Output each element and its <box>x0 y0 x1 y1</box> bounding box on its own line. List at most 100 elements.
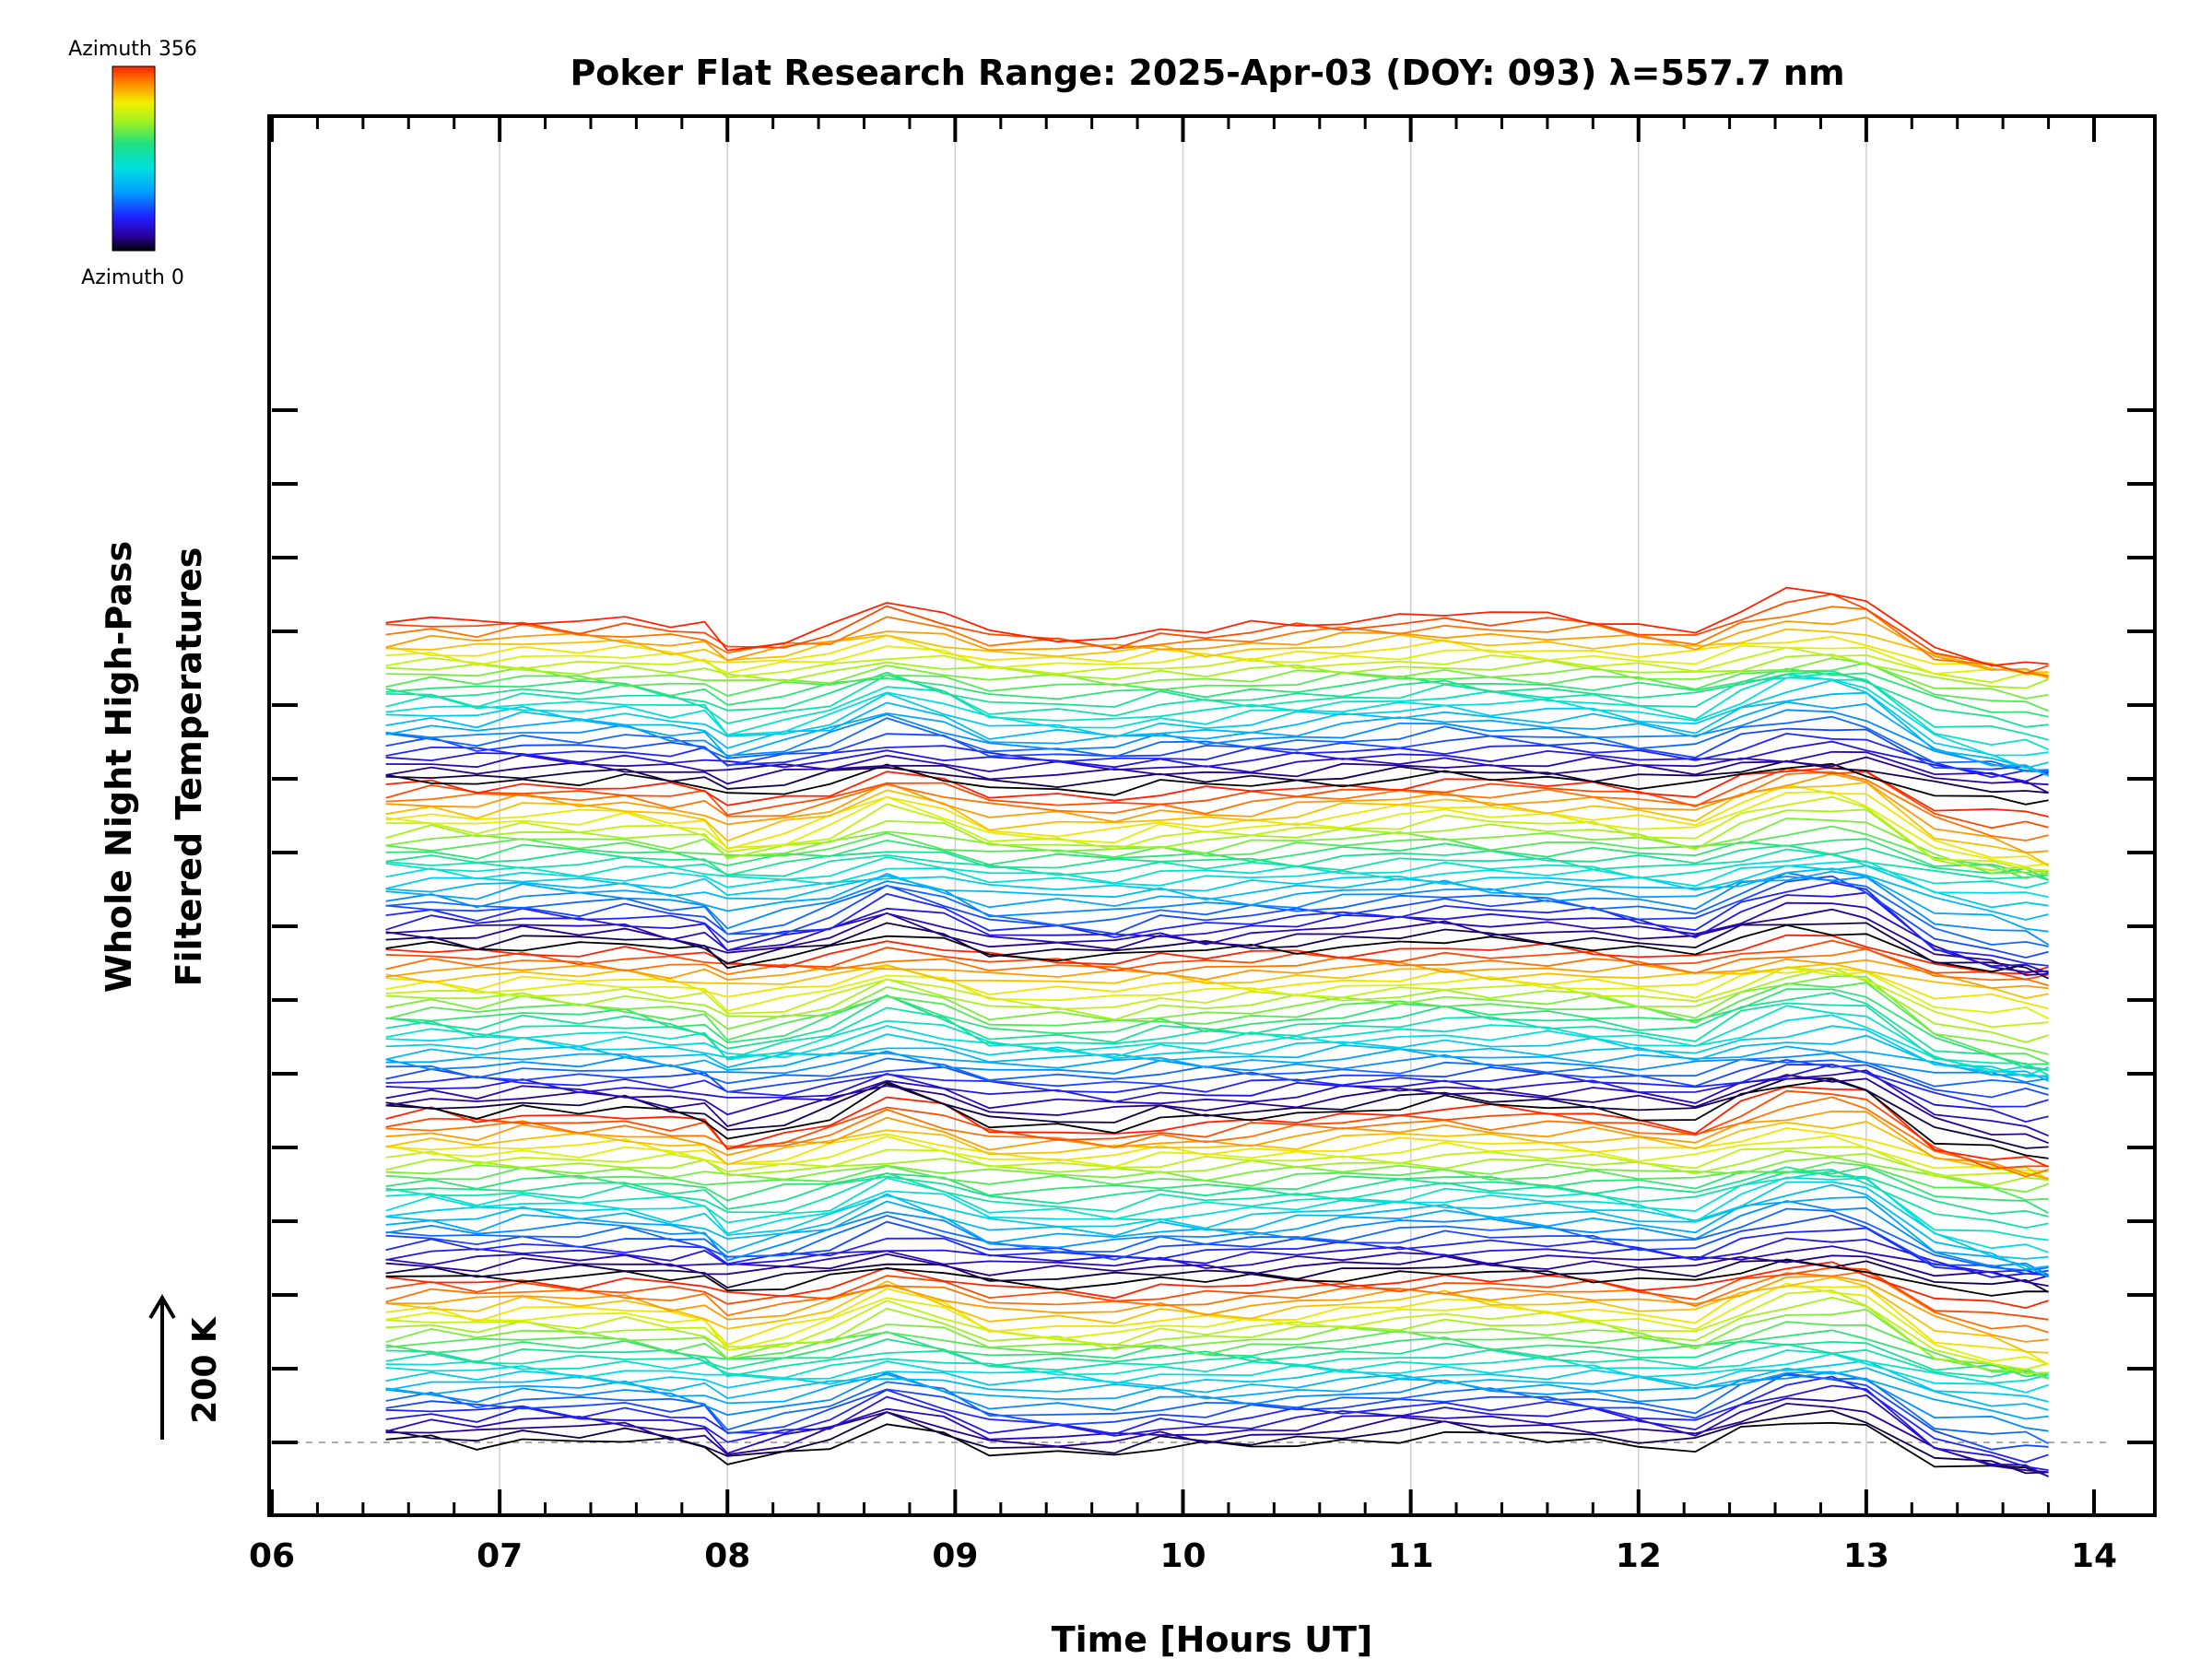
series-line <box>385 1321 2049 1376</box>
series-line <box>385 924 2049 974</box>
series-line <box>385 1096 2049 1178</box>
series-line <box>385 1371 2049 1420</box>
series-line <box>385 1181 2049 1260</box>
series-line <box>385 1089 2049 1170</box>
series-line <box>385 1183 2049 1270</box>
series-line <box>385 825 2049 879</box>
series-line <box>385 881 2049 967</box>
x-tick-label: 14 <box>2071 1537 2117 1575</box>
x-tick-label: 11 <box>1388 1537 1434 1575</box>
series-line <box>385 1375 2049 1464</box>
x-axis-label: Time [Hours UT] <box>1052 1619 1373 1659</box>
series-line <box>385 1110 2049 1181</box>
series-line <box>385 1195 2049 1278</box>
series-line <box>385 901 2049 973</box>
series-line <box>385 606 2049 677</box>
series-line <box>385 1384 2049 1471</box>
series-line <box>385 646 2049 684</box>
series-line <box>385 966 2049 1019</box>
series-line <box>385 1170 2049 1241</box>
axis-ticks: 06 07 08 09 10 11 12 13 14 <box>249 116 2153 1575</box>
series-line <box>385 679 2049 770</box>
series-line <box>385 1275 2049 1343</box>
chart-title: Poker Flat Research Range: 2025-Apr-03 (… <box>570 53 1844 93</box>
series-line <box>385 1034 2049 1082</box>
series-line <box>385 1237 2049 1278</box>
x-tick-label: 08 <box>704 1537 750 1575</box>
series-line <box>385 808 2049 877</box>
series-line <box>385 853 2049 889</box>
x-tick-label: 10 <box>1159 1537 1206 1575</box>
series-line <box>385 867 2049 921</box>
series-line <box>385 1025 2049 1077</box>
x-tick-label: 06 <box>249 1537 295 1575</box>
series-line <box>385 891 2049 974</box>
series-line <box>385 962 2049 999</box>
series-line <box>385 934 2049 975</box>
series-line <box>385 1285 2050 1366</box>
series-line <box>385 783 2049 867</box>
series-line <box>385 691 2049 777</box>
series-line <box>385 1266 2049 1321</box>
x-tick-label: 12 <box>1616 1537 1662 1575</box>
series-line <box>385 653 2049 689</box>
series-line <box>385 1253 2049 1288</box>
series-line <box>385 988 2049 1065</box>
series-line <box>385 848 2049 880</box>
series-line <box>385 782 2050 866</box>
series-line <box>385 715 2049 772</box>
series-line <box>385 791 2049 868</box>
series-line <box>385 875 2049 959</box>
x-tick-label: 07 <box>477 1537 523 1575</box>
series-line <box>385 939 2049 981</box>
series-line <box>385 662 2049 712</box>
series-line <box>385 1296 2049 1375</box>
series-line <box>385 958 2049 990</box>
series-line <box>385 771 2049 841</box>
series-line <box>385 1074 2049 1145</box>
series-line <box>385 1289 2049 1371</box>
series-line <box>385 1057 2049 1090</box>
series-line <box>385 1127 2049 1172</box>
series-line <box>385 1349 2049 1384</box>
series-line <box>385 975 2049 1055</box>
series-line <box>385 586 2049 667</box>
series-line <box>385 1165 2050 1214</box>
series-line <box>385 677 2049 757</box>
series-line <box>385 628 2049 674</box>
series-line <box>385 1064 2049 1108</box>
series-line <box>385 982 2049 1065</box>
series-line <box>385 817 2049 875</box>
series-line <box>385 1394 2050 1478</box>
series-line <box>385 1064 2049 1124</box>
series-line <box>385 1005 2049 1074</box>
y-axis-label-line1: Whole Night High-Pass <box>99 541 139 993</box>
series-line <box>385 1200 2050 1277</box>
series-line <box>385 727 2049 776</box>
series-line <box>385 768 2049 830</box>
series-line <box>385 966 2049 1043</box>
series-line <box>385 1359 2049 1403</box>
series-line <box>385 1156 2049 1194</box>
series-line <box>385 673 2049 751</box>
series-line <box>385 1058 2049 1099</box>
series-line <box>385 700 2049 777</box>
series-line <box>385 756 2050 794</box>
series-line <box>385 1353 2049 1394</box>
scale-arrow-group: 200 K <box>148 1294 224 1440</box>
series-line <box>385 1166 2049 1218</box>
series-line <box>385 1121 2050 1181</box>
series-line <box>385 1373 2050 1445</box>
colorbar-bottom-label: Azimuth 0 <box>81 266 184 289</box>
series-line <box>385 1146 2049 1180</box>
series-line <box>385 1372 2049 1451</box>
series-line <box>385 750 2049 786</box>
series-line <box>385 634 2049 676</box>
series-line <box>385 667 2049 718</box>
series-line <box>385 872 2049 947</box>
scale-arrow-head <box>148 1294 176 1320</box>
series-line <box>385 732 2049 779</box>
series-line <box>385 795 2049 872</box>
series-line <box>385 1207 2049 1272</box>
